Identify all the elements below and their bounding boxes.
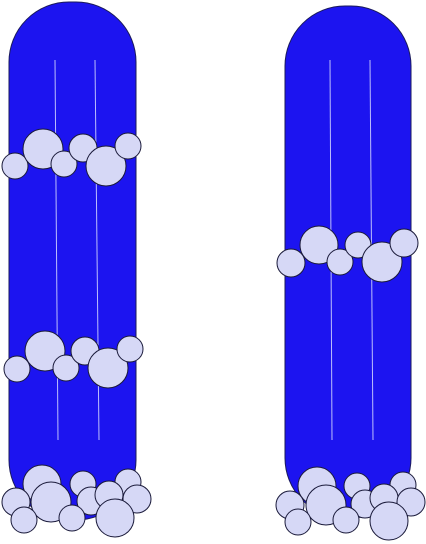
bubble: [3, 355, 31, 383]
bubble: [114, 132, 142, 160]
bubble: [326, 248, 354, 276]
bubble: [389, 228, 419, 258]
right-tube-bubbles-middle: [276, 225, 419, 283]
right-tube: [275, 5, 426, 541]
bubble: [332, 506, 360, 534]
bubble: [87, 347, 129, 389]
bubble: [85, 145, 127, 187]
bubble: [95, 498, 135, 538]
bubble: [361, 241, 403, 283]
bubble: [10, 506, 38, 534]
left-tube-bubbles-middle: [3, 330, 144, 389]
bubble: [1, 152, 29, 180]
left-tube-body: [8, 1, 137, 521]
bubble: [284, 508, 312, 536]
bubble: [299, 225, 339, 265]
left-tube-bubbles-upper: [1, 128, 142, 187]
bubble: [369, 501, 409, 541]
bubble: [50, 150, 78, 178]
bubble: [116, 335, 144, 363]
left-tube-bubbles-bottom: [1, 464, 152, 538]
bubble: [58, 504, 86, 532]
bubble: [52, 354, 80, 382]
bubble: [276, 248, 306, 278]
right-tube-bubbles-bottom: [275, 466, 426, 541]
left-tube: [1, 1, 152, 538]
